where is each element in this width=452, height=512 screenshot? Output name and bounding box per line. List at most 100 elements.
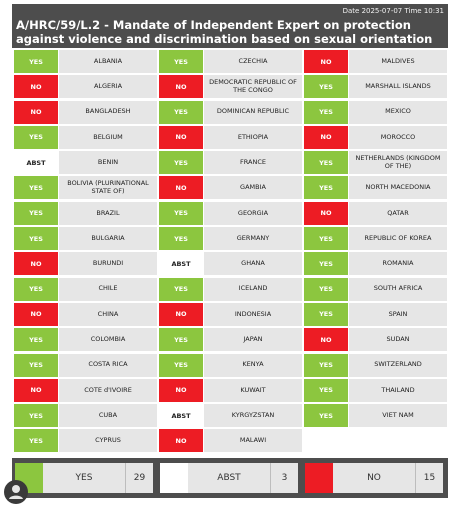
vote-badge: ABST bbox=[14, 151, 58, 175]
vote-badge: YES bbox=[159, 353, 203, 377]
country-row: NO BURUNDI bbox=[14, 252, 157, 276]
country-row: ABST GHANA bbox=[159, 252, 302, 276]
no-swatch bbox=[305, 463, 333, 493]
country-name: SWITZERLAND bbox=[349, 353, 447, 377]
vote-badge: YES bbox=[159, 277, 203, 301]
vote-badge: NO bbox=[304, 50, 348, 73]
vote-badge: YES bbox=[14, 429, 58, 453]
country-row: YES CUBA bbox=[14, 404, 157, 428]
country-name: THAILAND bbox=[349, 378, 447, 402]
country-row: YES GERMANY bbox=[159, 227, 302, 251]
country-name: BANGLADESH bbox=[59, 100, 157, 124]
country-name: MALDIVES bbox=[349, 50, 447, 73]
country-row: YES ICELAND bbox=[159, 277, 302, 301]
vote-badge: YES bbox=[14, 227, 58, 251]
country-name: DEMOCRATIC REPUBLIC OF THE CONGO bbox=[204, 75, 302, 99]
country-row: YES ALBANIA bbox=[14, 50, 157, 73]
total-abst: ABST 3 bbox=[160, 463, 298, 493]
country-row: NO DEMOCRATIC REPUBLIC OF THE CONGO bbox=[159, 75, 302, 99]
country-name: SPAIN bbox=[349, 302, 447, 326]
vote-badge: YES bbox=[14, 176, 58, 200]
vote-badge: NO bbox=[14, 100, 58, 124]
vote-badge: YES bbox=[159, 50, 203, 73]
country-name: CUBA bbox=[59, 404, 157, 428]
country-row: NO BANGLADESH bbox=[14, 100, 157, 124]
country-name: ALBANIA bbox=[59, 50, 157, 73]
user-avatar-icon[interactable] bbox=[4, 480, 28, 504]
country-name: BENIN bbox=[59, 151, 157, 175]
vote-badge: YES bbox=[14, 50, 58, 73]
total-no: NO 15 bbox=[305, 463, 443, 493]
country-name: KENYA bbox=[204, 353, 302, 377]
voting-results-board: Date 2025-07-07 Time 10:31 A/HRC/59/L.2 … bbox=[12, 4, 448, 508]
country-name: BULGARIA bbox=[59, 227, 157, 251]
country-name: CHILE bbox=[59, 277, 157, 301]
country-row: NO KUWAIT bbox=[159, 378, 302, 402]
vote-badge: YES bbox=[159, 227, 203, 251]
vote-badge: NO bbox=[304, 125, 348, 149]
person-icon bbox=[9, 485, 23, 499]
totals-bar: YES 29 ABST 3 NO 15 bbox=[12, 458, 448, 498]
country-name: ALGERIA bbox=[59, 75, 157, 99]
country-name: CZECHIA bbox=[204, 50, 302, 73]
country-row: NO MALAWI bbox=[159, 429, 302, 453]
vote-badge: YES bbox=[304, 227, 348, 251]
country-name: CYPRUS bbox=[59, 429, 157, 453]
country-row: YES SOUTH AFRICA bbox=[304, 277, 447, 301]
country-row: NO CHINA bbox=[14, 302, 157, 326]
vote-badge: NO bbox=[14, 302, 58, 326]
country-name: SOUTH AFRICA bbox=[349, 277, 447, 301]
country-row: NO COTE d'IVOIRE bbox=[14, 378, 157, 402]
country-row: NO ALGERIA bbox=[14, 75, 157, 99]
total-yes: YES 29 bbox=[15, 463, 153, 493]
country-row: YES SPAIN bbox=[304, 302, 447, 326]
country-row: NO ETHIOPIA bbox=[159, 125, 302, 149]
vote-column-2: YES CZECHIA NO DEMOCRATIC REPUBLIC OF THE C… bbox=[159, 50, 302, 455]
vote-badge: YES bbox=[304, 100, 348, 124]
country-row: YES THAILAND bbox=[304, 378, 447, 402]
vote-badge: YES bbox=[304, 404, 348, 428]
country-name: ROMANIA bbox=[349, 252, 447, 276]
vote-badge: YES bbox=[304, 176, 348, 200]
abst-swatch bbox=[160, 463, 188, 493]
country-name: GAMBIA bbox=[204, 176, 302, 200]
total-no-count: 15 bbox=[415, 463, 443, 493]
country-row: YES NORTH MACEDONIA bbox=[304, 176, 447, 200]
vote-badge: YES bbox=[14, 404, 58, 428]
country-name: SUDAN bbox=[349, 328, 447, 352]
country-name: MOROCCO bbox=[349, 125, 447, 149]
vote-badge: NO bbox=[14, 378, 58, 402]
vote-column-3: NO MALDIVES YES MARSHALL ISLANDS YES MEXICO NO… bbox=[304, 50, 447, 429]
country-row: YES SWITZERLAND bbox=[304, 353, 447, 377]
total-abst-label: ABST bbox=[217, 473, 241, 483]
country-name: GHANA bbox=[204, 252, 302, 276]
vote-badge: NO bbox=[14, 75, 58, 99]
country-name: BOLIVIA (PLURINATIONAL STATE OF) bbox=[59, 176, 157, 200]
country-name: JAPAN bbox=[204, 328, 302, 352]
country-row: NO MOROCCO bbox=[304, 125, 447, 149]
vote-badge: YES bbox=[159, 201, 203, 225]
country-row: YES COSTA RICA bbox=[14, 353, 157, 377]
country-name: KYRGYZSTAN bbox=[204, 404, 302, 428]
vote-badge: ABST bbox=[159, 252, 203, 276]
vote-badge: NO bbox=[304, 328, 348, 352]
country-row: YES COLOMBIA bbox=[14, 328, 157, 352]
country-row: ABST BENIN bbox=[14, 151, 157, 175]
country-name: CHINA bbox=[59, 302, 157, 326]
country-name: FRANCE bbox=[204, 151, 302, 175]
header-bar: Date 2025-07-07 Time 10:31 A/HRC/59/L.2 … bbox=[12, 4, 448, 60]
country-row: YES CZECHIA bbox=[159, 50, 302, 73]
country-row: YES VIET NAM bbox=[304, 404, 447, 428]
vote-badge: YES bbox=[159, 328, 203, 352]
country-row: NO QATAR bbox=[304, 201, 447, 225]
country-row: YES BULGARIA bbox=[14, 227, 157, 251]
vote-badge: NO bbox=[159, 75, 203, 99]
vote-badge: YES bbox=[304, 75, 348, 99]
country-row: YES JAPAN bbox=[159, 328, 302, 352]
vote-badge: NO bbox=[159, 302, 203, 326]
country-row: YES ROMANIA bbox=[304, 252, 447, 276]
country-row: YES FRANCE bbox=[159, 151, 302, 175]
country-name: MALAWI bbox=[204, 429, 302, 453]
vote-badge: YES bbox=[14, 201, 58, 225]
country-row: YES KENYA bbox=[159, 353, 302, 377]
